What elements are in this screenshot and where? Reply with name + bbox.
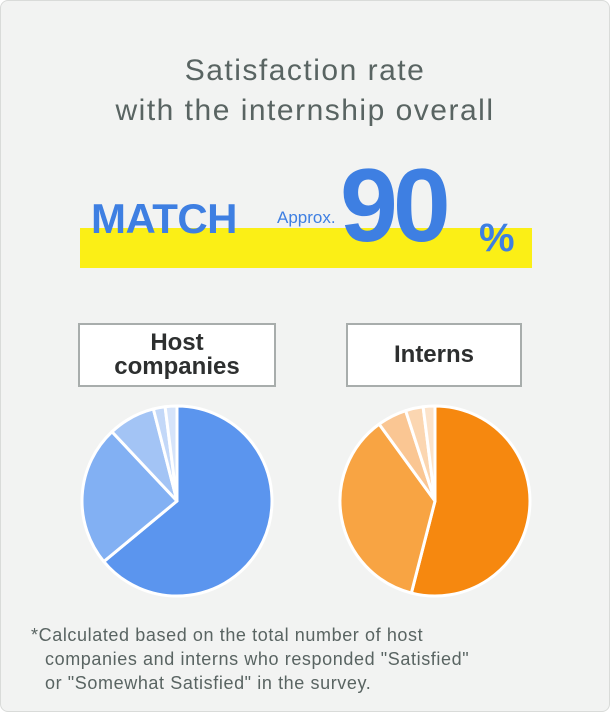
footnote-line-2: companies and interns who responded "Sat…: [45, 649, 470, 669]
host-companies-pie-chart: [80, 404, 274, 598]
footnote-line-3: or "Somewhat Satisfied" in the survey.: [45, 673, 372, 693]
yellow-highlight-bar: [80, 228, 532, 268]
percent-sign: %: [479, 216, 515, 260]
interns-slice-2: [338, 422, 437, 595]
host-slice-2: [80, 430, 179, 564]
match-label: MATCH: [91, 195, 238, 242]
approx-label: Approx.: [277, 208, 336, 227]
page-title: Satisfaction rate with the internship ov…: [1, 51, 609, 131]
title-line-1: Satisfaction rate: [184, 54, 426, 87]
title-line-2: with the internship overall: [115, 94, 495, 127]
interns-label: Interns: [346, 323, 522, 387]
interns-slice-1: [409, 404, 532, 598]
headline-value: 90: [340, 148, 451, 264]
interns-label-text: Interns: [393, 341, 474, 368]
interns-pie-chart: [338, 404, 532, 598]
footnote: *Calculated based on the total number of…: [31, 623, 591, 695]
host-companies-label: Host companies: [78, 323, 276, 387]
host-label-line-2: companies: [114, 353, 240, 380]
interns-slice-5: [421, 404, 437, 503]
footnote-line-1: *Calculated based on the total number of…: [31, 625, 424, 645]
host-slice-5: [163, 404, 179, 503]
host-label-line-1: Host: [150, 329, 204, 356]
host-slice-1: [102, 404, 274, 598]
